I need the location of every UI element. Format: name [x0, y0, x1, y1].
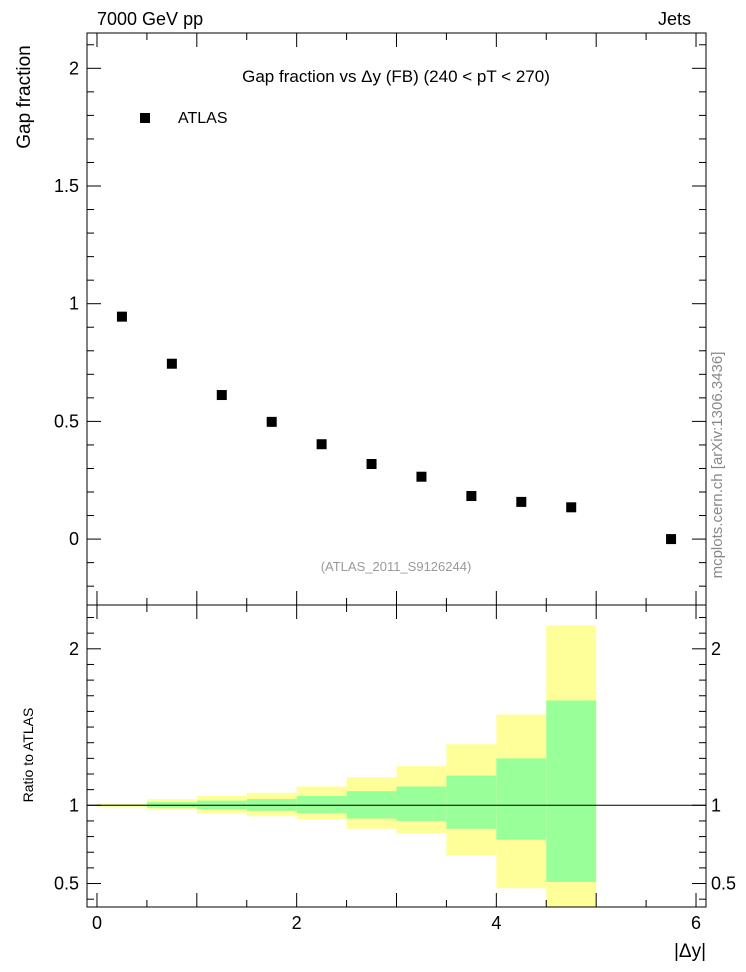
inner-band-bin	[396, 786, 447, 821]
main-y-label: Gap fraction	[14, 45, 35, 149]
atlas-data-point	[466, 491, 477, 502]
atlas-data-point	[166, 358, 177, 369]
atlas-data-point	[516, 496, 527, 507]
ratio-y-label: Ratio to ATLAS	[20, 708, 36, 803]
inner-band-bin	[546, 700, 597, 882]
atlas-data-point	[216, 390, 227, 401]
analysis-annotation: (ATLAS_2011_S9126244)	[321, 559, 472, 574]
inner-band-bin	[296, 795, 347, 814]
main-panel: 0 0.5 1 1.5 2 Gap fraction vs Δy (FB) (240 <…	[14, 32, 707, 606]
ratio-x-tick-label: 2	[292, 913, 302, 933]
ratio-x-tick-label: 4	[491, 913, 501, 933]
main-y-tick-label: 0.5	[54, 411, 79, 431]
atlas-data-point	[316, 439, 327, 450]
ratio-frame	[86, 604, 707, 908]
ratio-y-axis: 0.5 0.5 1 1 2 2	[54, 617, 736, 900]
main-y-tick-label: 0	[69, 529, 79, 549]
ratio-x-tick-label: 6	[691, 913, 701, 933]
main-title: Gap fraction vs Δy (FB) (240 < pT < 270)	[242, 67, 550, 86]
legend-marker-atlas	[140, 113, 150, 123]
atlas-data-points	[116, 311, 677, 545]
main-y-axis: 0 0.5 1 1.5 2	[54, 44, 706, 587]
atlas-data-point	[266, 416, 277, 427]
ratio-bands	[96, 625, 597, 907]
side-watermark: mcplots.cern.ch [arXiv:1306.3436]	[709, 352, 726, 579]
header-right: Jets	[658, 9, 691, 29]
ratio-y-tick-label-right: 1	[711, 795, 721, 815]
inner-band-bin	[496, 758, 547, 840]
inner-band-bin	[446, 775, 497, 829]
atlas-data-point	[566, 502, 577, 513]
atlas-data-point	[666, 534, 677, 545]
header-left: 7000 GeV pp	[97, 9, 203, 29]
main-x-ticks	[96, 33, 697, 605]
ratio-x-axis: 0 2 4 6	[92, 605, 701, 933]
legend-label-atlas: ATLAS	[178, 110, 228, 127]
ratio-y-tick-label-right: 0.5	[711, 874, 736, 894]
atlas-data-point	[116, 311, 127, 322]
ratio-x-label: |Δy|	[674, 941, 706, 962]
ratio-y-tick-label-right: 2	[711, 639, 721, 659]
main-y-tick-label: 1.5	[54, 176, 79, 196]
main-y-tick-label: 1	[69, 294, 79, 314]
ratio-y-tick-label: 0.5	[54, 874, 79, 894]
atlas-data-point	[366, 459, 377, 470]
main-y-tick-label: 2	[69, 58, 79, 78]
ratio-x-tick-label: 0	[92, 913, 102, 933]
atlas-data-point	[416, 471, 427, 482]
ratio-y-tick-label: 2	[69, 639, 79, 659]
ratio-panel: 0.5 0.5 1 1 2 2 0 2 4 6 Ratio to ATLAS |Δy|	[20, 604, 736, 962]
ratio-y-tick-label: 1	[69, 795, 79, 815]
